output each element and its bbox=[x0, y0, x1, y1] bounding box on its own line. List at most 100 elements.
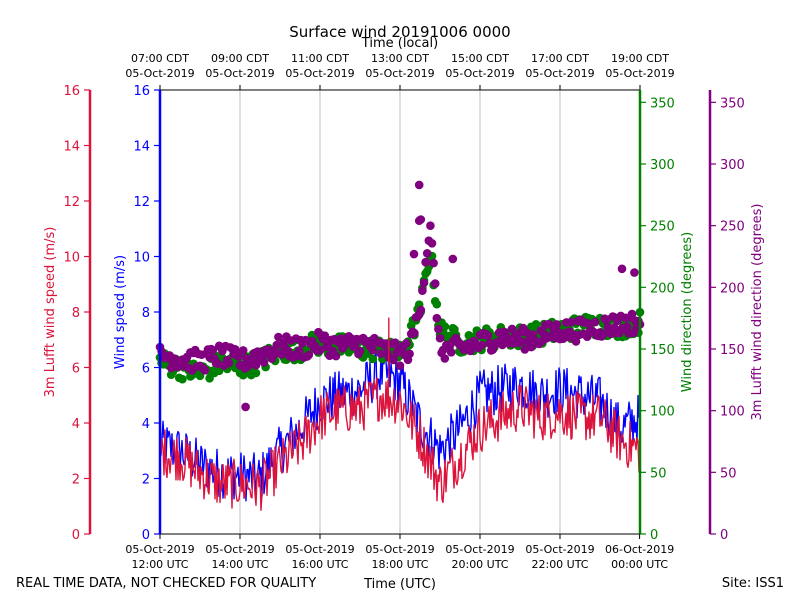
top-tick-date: 05-Oct-2019 bbox=[525, 67, 594, 80]
data-point bbox=[477, 340, 486, 350]
data-point bbox=[435, 333, 445, 343]
data-point bbox=[598, 330, 608, 339]
top-tick-time: 15:00 CDT bbox=[451, 52, 509, 65]
series-3m-lufft-wind-speed-m-s bbox=[159, 377, 641, 511]
right-outer-axis-tick-label: 0 bbox=[720, 528, 728, 543]
data-point bbox=[627, 309, 637, 319]
top-tick-time: 09:00 CDT bbox=[211, 52, 269, 65]
data-point bbox=[368, 354, 378, 364]
data-point bbox=[419, 278, 429, 288]
top-tick-date: 05-Oct-2019 bbox=[365, 67, 434, 80]
right-inner-axis-tick-label: 50 bbox=[650, 466, 667, 481]
right-inner-axis-tick-label: 100 bbox=[650, 405, 675, 420]
data-point bbox=[582, 332, 592, 342]
right-inner-axis-label: Wind direction (degrees) bbox=[680, 232, 695, 392]
data-point bbox=[320, 331, 330, 341]
outlier-point bbox=[617, 264, 627, 274]
left-inner-axis-tick-label: 2 bbox=[142, 473, 150, 488]
data-point bbox=[421, 257, 430, 267]
left-outer-axis-tick-label: 10 bbox=[63, 251, 80, 266]
data-point bbox=[440, 354, 450, 363]
data-point bbox=[251, 368, 261, 378]
left-inner-axis-tick-label: 8 bbox=[142, 306, 150, 321]
top-tick-date: 05-Oct-2019 bbox=[125, 67, 194, 80]
data-point bbox=[381, 339, 390, 348]
quality-note: REAL TIME DATA, NOT CHECKED FOR QUALITY bbox=[16, 576, 316, 591]
left-inner-axis-tick-label: 10 bbox=[133, 251, 150, 266]
bottom-tick-time: 12:00 UTC bbox=[131, 558, 188, 571]
data-point bbox=[552, 320, 562, 329]
data-point bbox=[376, 349, 386, 359]
left-outer-axis-tick-label: 0 bbox=[72, 528, 80, 543]
bottom-tick-time: 16:00 UTC bbox=[291, 558, 348, 571]
data-point bbox=[389, 355, 398, 365]
data-point bbox=[368, 346, 378, 355]
top-tick-time: 11:00 CDT bbox=[291, 52, 349, 65]
data-point bbox=[602, 316, 611, 325]
top-tick-date: 05-Oct-2019 bbox=[445, 67, 514, 80]
data-point bbox=[224, 358, 234, 368]
top-axis-label: Time (local) bbox=[361, 36, 438, 51]
data-point bbox=[234, 352, 243, 361]
bottom-tick-time: 14:00 UTC bbox=[211, 558, 268, 571]
data-point bbox=[590, 317, 600, 327]
left-inner-axis-tick-label: 0 bbox=[142, 528, 150, 543]
data-point bbox=[432, 299, 442, 309]
bottom-tick-time: 20:00 UTC bbox=[451, 558, 508, 571]
right-outer-axis-tick-label: 100 bbox=[720, 405, 745, 420]
data-point bbox=[422, 249, 432, 258]
data-point bbox=[429, 258, 438, 268]
data-point bbox=[355, 346, 365, 356]
left-inner-axis-tick-label: 14 bbox=[133, 140, 150, 155]
data-point bbox=[432, 313, 442, 323]
data-point bbox=[238, 346, 248, 355]
left-inner-axis-tick-label: 16 bbox=[133, 84, 150, 99]
data-point bbox=[178, 374, 187, 384]
bottom-axis-label: Time (UTC) bbox=[363, 577, 436, 592]
bottom-tick-date: 05-Oct-2019 bbox=[445, 543, 514, 556]
right-outer-axis-tick-label: 150 bbox=[720, 343, 745, 358]
data-point bbox=[259, 358, 269, 367]
right-outer-axis-tick-label: 300 bbox=[720, 158, 745, 173]
data-point bbox=[277, 350, 286, 359]
right-inner-axis-tick-label: 150 bbox=[650, 343, 675, 358]
data-point bbox=[402, 338, 411, 348]
left-inner-axis-tick-label: 6 bbox=[142, 362, 150, 377]
left-outer-axis-tick-label: 12 bbox=[63, 195, 80, 210]
data-point bbox=[274, 332, 283, 342]
data-point bbox=[434, 324, 443, 334]
chart-title: Surface wind 20191006 0000 bbox=[289, 23, 510, 41]
left-outer-axis-label: 3m Lufft wind speed (m/s) bbox=[43, 227, 58, 398]
top-tick-date: 05-Oct-2019 bbox=[285, 67, 354, 80]
data-point bbox=[390, 338, 400, 348]
data-point bbox=[200, 366, 210, 375]
right-outer-axis-tick-label: 250 bbox=[720, 220, 745, 235]
right-outer-axis-label: 3m Lufft wind direction (degrees) bbox=[750, 204, 765, 421]
outlier-point bbox=[409, 249, 419, 259]
series-line bbox=[159, 377, 641, 511]
data-point bbox=[531, 320, 541, 329]
data-point bbox=[517, 337, 526, 346]
data-point bbox=[507, 324, 517, 334]
bottom-tick-time: 00:00 UTC bbox=[611, 558, 668, 571]
data-point bbox=[466, 346, 475, 356]
bottom-tick-date: 06-Oct-2019 bbox=[605, 543, 674, 556]
bottom-tick-date: 05-Oct-2019 bbox=[365, 543, 434, 556]
outlier-point bbox=[414, 180, 424, 190]
data-point bbox=[416, 305, 426, 315]
left-outer-axis-tick-label: 6 bbox=[72, 362, 80, 377]
right-inner-axis-tick-label: 0 bbox=[650, 528, 658, 543]
data-point bbox=[294, 346, 304, 356]
bottom-tick-date: 05-Oct-2019 bbox=[125, 543, 194, 556]
outlier-point bbox=[416, 215, 426, 224]
left-outer-axis-tick-label: 8 bbox=[72, 306, 80, 321]
data-point bbox=[426, 221, 435, 230]
data-point bbox=[566, 317, 576, 327]
data-point bbox=[571, 337, 581, 346]
bottom-tick-time: 22:00 UTC bbox=[531, 558, 588, 571]
data-point bbox=[304, 350, 314, 360]
top-tick-time: 07:00 CDT bbox=[131, 52, 189, 65]
data-point bbox=[208, 345, 218, 355]
top-tick-time: 19:00 CDT bbox=[611, 52, 669, 65]
